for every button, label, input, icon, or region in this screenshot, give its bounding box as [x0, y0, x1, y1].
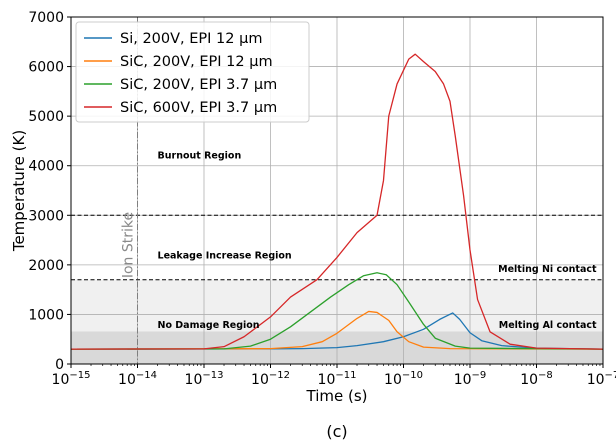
- x-tick-label-1: 10−14: [118, 370, 157, 388]
- y-axis-ticks: 0 1000 2000 3000 4000 5000 6000 7000: [28, 10, 71, 373]
- x-tick-label-7: 10−8: [520, 370, 553, 388]
- annotation-3: Melting Ni contact: [498, 264, 597, 275]
- legend-label-3: SiC, 600V, EPI 3.7 µm: [120, 100, 277, 116]
- legend: Si, 200V, EPI 12 µm SiC, 200V, EPI 12 µm S…: [75, 21, 310, 123]
- ion-strike-label: Ion Strike: [121, 212, 137, 278]
- series-lines: [70, 53, 604, 350]
- threshold-lines: [71, 214, 603, 281]
- annotation-4: Melting Al contact: [499, 320, 597, 331]
- series-line-2: [70, 272, 604, 350]
- y-tick-label-1: 1000: [28, 307, 64, 323]
- series-line-1: [70, 310, 604, 350]
- legend-box: [75, 21, 310, 123]
- legend-label-1: SiC, 200V, EPI 12 µm: [120, 54, 273, 70]
- annotation-1: Leakage Increase Region: [158, 250, 292, 261]
- series-line-3: [70, 53, 604, 350]
- y-tick-label-2: 2000: [28, 258, 64, 274]
- x-tick-label-4: 10−11: [318, 370, 357, 388]
- legend-label-2: SiC, 200V, EPI 3.7 µm: [120, 77, 277, 93]
- x-axis-ticks: 10−15 10−14 10−13 10−12 10−11 10−10 10−9 10−8 10…: [52, 364, 616, 388]
- x-axis-label: Time (s): [306, 387, 368, 405]
- annotation-2: No Damage Region: [158, 320, 260, 331]
- x-tick-label-3: 10−12: [251, 370, 290, 388]
- y-tick-label-3: 3000: [28, 208, 64, 224]
- y-tick-label-5: 5000: [28, 109, 64, 125]
- annotation-0: Burnout Region: [158, 150, 242, 161]
- legend-label-0: Si, 200V, EPI 12 µm: [120, 31, 262, 47]
- y-tick-label-6: 6000: [28, 60, 64, 76]
- x-tick-label-8: 10−7: [587, 370, 616, 388]
- x-tick-label-2: 10−13: [185, 370, 224, 388]
- x-tick-label-0: 10−15: [52, 370, 91, 388]
- series-line-0: [70, 312, 604, 350]
- y-axis-label: Temperature (K): [10, 130, 28, 252]
- region-annotations: Burnout Region Leakage Increase Region No …: [158, 150, 597, 331]
- x-tick-label-6: 10−9: [454, 370, 487, 388]
- y-tick-label-7: 7000: [28, 10, 64, 26]
- x-tick-label-5: 10−10: [384, 370, 423, 388]
- figure-caption: (c): [326, 422, 347, 441]
- y-tick-label-0: 0: [55, 357, 64, 373]
- y-tick-label-4: 4000: [28, 159, 64, 175]
